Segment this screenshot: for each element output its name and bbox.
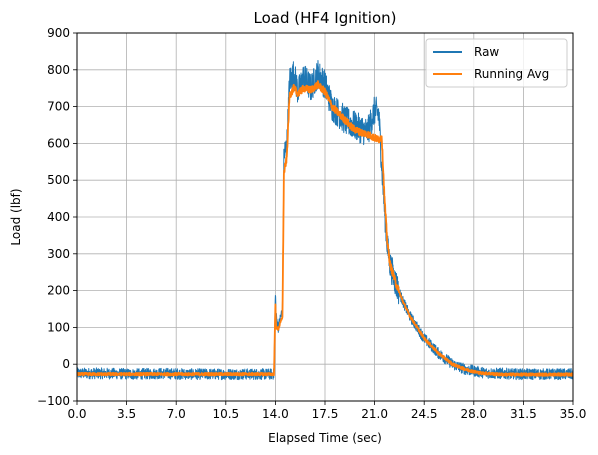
x-axis-label: Elapsed Time (sec) [268, 431, 382, 445]
x-tick-label: 28.0 [460, 407, 487, 421]
x-tick-label: 35.0 [560, 407, 587, 421]
y-tick-label: 0 [62, 357, 70, 371]
y-tick-label: 800 [47, 63, 70, 77]
x-axis-ticks: 0.0 3.5 7.0 10.5 14.0 17.5 21.0 24.5 28.0 31.5 35.… [67, 401, 586, 421]
y-tick-label: 600 [47, 136, 70, 150]
y-tick-label: 300 [47, 247, 70, 261]
series-line-running-avg [77, 80, 573, 377]
y-tick-label: 500 [47, 173, 70, 187]
x-tick-label: 24.5 [411, 407, 438, 421]
chart-title: Load (HF4 Ignition) [253, 9, 396, 27]
legend-label-raw: Raw [474, 45, 499, 59]
x-tick-label: 17.5 [312, 407, 339, 421]
x-tick-label: 14.0 [262, 407, 289, 421]
y-tick-label: 100 [47, 320, 70, 334]
y-tick-label: 400 [47, 210, 70, 224]
y-tick-label: −100 [37, 394, 70, 408]
y-tick-label: 200 [47, 284, 70, 298]
x-tick-label: 10.5 [212, 407, 239, 421]
series-layer [77, 59, 573, 381]
y-axis-ticks: −100 0 100 200 300 400 500 600 700 800 900 [37, 26, 77, 408]
legend-label-running-avg: Running Avg [474, 67, 549, 81]
legend: Raw Running Avg [425, 38, 568, 88]
x-tick-label: 21.0 [361, 407, 388, 421]
x-tick-label: 7.0 [167, 407, 186, 421]
x-tick-label: 31.5 [510, 407, 537, 421]
x-tick-label: 0.0 [67, 407, 86, 421]
x-tick-label: 3.5 [117, 407, 136, 421]
y-tick-label: 700 [47, 100, 70, 114]
y-tick-label: 900 [47, 26, 70, 40]
y-axis-label: Load (lbf) [9, 188, 23, 245]
